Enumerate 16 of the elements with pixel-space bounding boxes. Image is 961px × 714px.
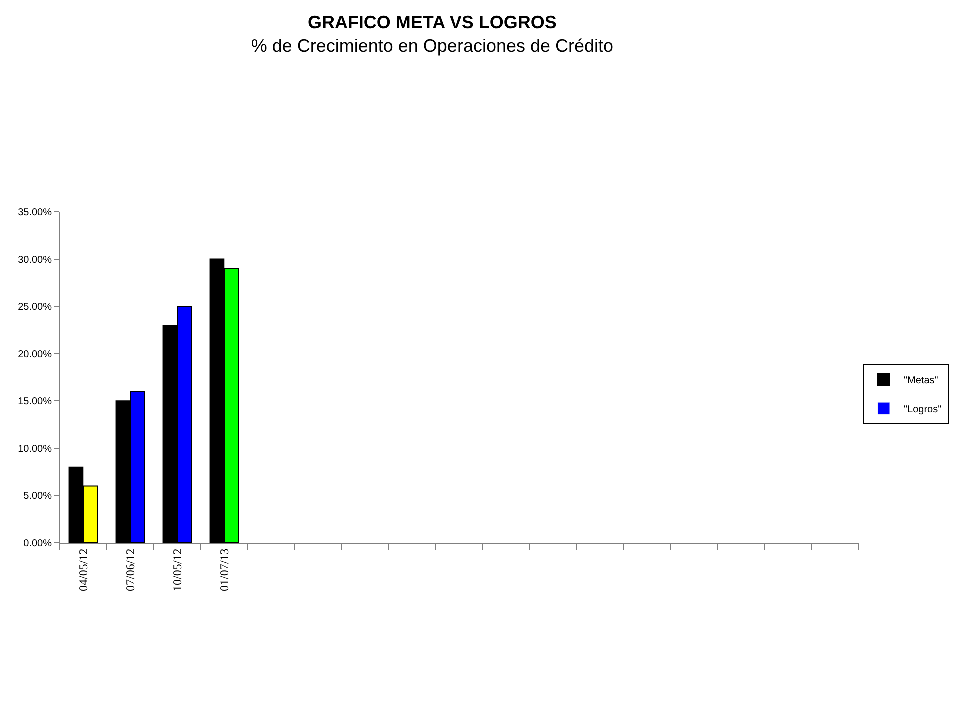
- legend-label: "Logros": [904, 404, 942, 416]
- x-tick-label: 07/06/12: [123, 548, 138, 592]
- y-tick-label: 20.00%: [18, 349, 52, 360]
- chart-subtitle: % de Crecimiento en Operaciones de Crédito: [251, 36, 614, 56]
- y-tick-label: 5.00%: [24, 491, 52, 502]
- y-tick-label: 25.00%: [18, 302, 52, 314]
- legend-label: "Metas": [904, 375, 939, 386]
- y-tick-label: 35.00%: [18, 208, 52, 218]
- y-tick-label: 30.00%: [18, 254, 52, 266]
- chart-title: GRAFICO META VS LOGROS: [308, 12, 557, 33]
- x-tick-label: 01/07/13: [217, 548, 232, 592]
- y-tick-label: 10.00%: [18, 444, 52, 455]
- y-tick-label: 0.00%: [24, 538, 52, 550]
- y-tick-label: 15.00%: [18, 396, 52, 408]
- x-tick-label: 04/05/12: [76, 548, 90, 592]
- x-tick-label: 10/05/12: [170, 548, 184, 592]
